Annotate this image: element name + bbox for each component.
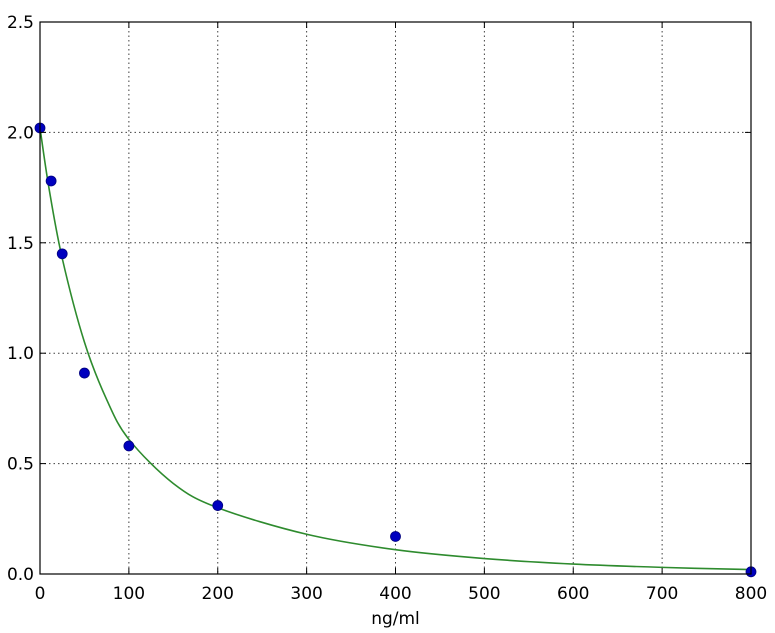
- data-point: [212, 500, 224, 511]
- grid: [40, 22, 751, 574]
- y-tick-label: 1.5: [7, 234, 34, 254]
- y-tick-label: 1.0: [7, 344, 34, 364]
- x-tick-labels: 0 100 200 300 400 500 600 700 800: [35, 584, 768, 604]
- x-axis-label: ng/ml: [371, 609, 420, 629]
- data-point: [390, 531, 401, 542]
- x-tick-label: 400: [379, 584, 411, 604]
- x-tick-label: 100: [113, 584, 145, 604]
- y-tick-labels: 0.0 0.5 1.0 1.5 2.0 2.5: [7, 13, 34, 585]
- data-point: [123, 440, 135, 452]
- x-tick-label: 300: [290, 584, 322, 604]
- data-point: [45, 175, 57, 187]
- x-tick-label: 700: [646, 584, 678, 604]
- y-tick-label: 2.0: [7, 123, 34, 143]
- x-tick-label: 200: [202, 584, 234, 604]
- x-tick-label: 800: [735, 584, 767, 604]
- ticks: [39, 21, 752, 575]
- x-tick-label: 600: [557, 584, 589, 604]
- y-tick-label: 0.5: [7, 455, 34, 475]
- y-tick-label: 2.5: [7, 13, 34, 33]
- data-point: [56, 248, 68, 260]
- data-point: [79, 367, 90, 379]
- y-tick-label: 0.0: [7, 565, 34, 585]
- x-tick-label: 0: [35, 584, 46, 604]
- x-tick-label: 500: [468, 584, 500, 604]
